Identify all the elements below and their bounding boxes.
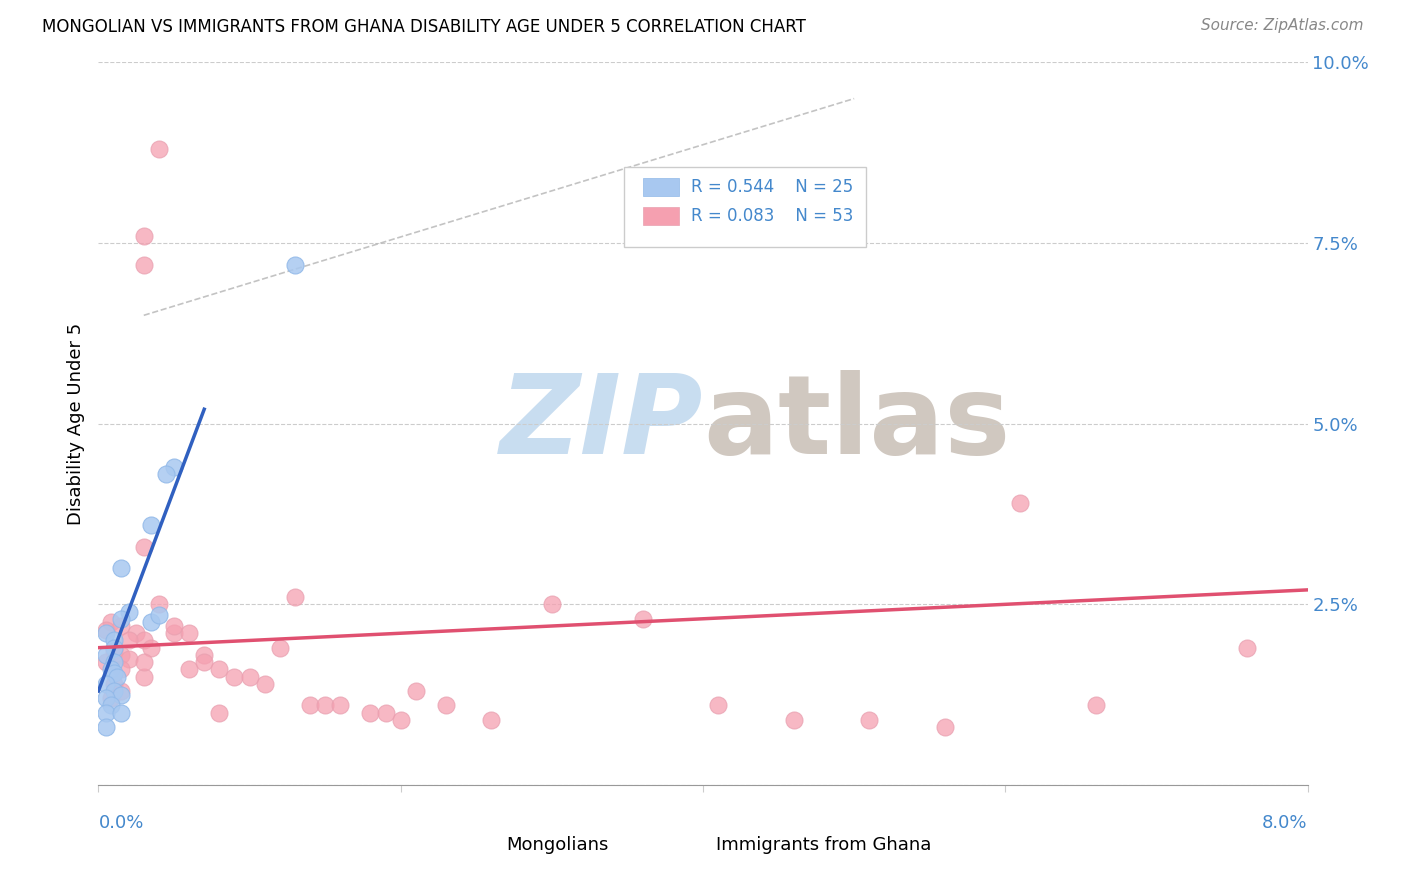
Point	[132, 540, 155, 554]
Point	[103, 677, 125, 691]
Point	[163, 626, 186, 640]
Point	[1085, 698, 1108, 713]
Point	[132, 655, 155, 669]
Point	[179, 626, 201, 640]
Text: ZIP: ZIP	[499, 370, 703, 477]
Point	[103, 640, 125, 655]
Point	[132, 633, 155, 648]
Point	[110, 619, 132, 633]
Point	[94, 655, 117, 669]
Point	[707, 698, 730, 713]
Point	[94, 677, 117, 691]
Text: R = 0.544    N = 25: R = 0.544 N = 25	[690, 178, 853, 195]
Point	[1236, 640, 1258, 655]
Point	[110, 612, 132, 626]
Point	[858, 713, 880, 727]
Point	[118, 605, 141, 619]
Point	[208, 706, 231, 720]
Y-axis label: Disability Age Under 5: Disability Age Under 5	[66, 323, 84, 524]
Point	[100, 691, 122, 706]
Point	[284, 590, 307, 604]
Text: atlas: atlas	[703, 370, 1011, 477]
Point	[94, 706, 117, 720]
Point	[179, 662, 201, 676]
Point	[284, 258, 307, 272]
Point	[193, 648, 215, 662]
Point	[540, 598, 562, 612]
FancyBboxPatch shape	[643, 178, 679, 196]
Point	[148, 608, 170, 623]
Point	[110, 688, 132, 702]
Point	[94, 648, 117, 662]
Point	[389, 713, 412, 727]
Point	[94, 720, 117, 734]
Point	[193, 655, 215, 669]
Point	[1010, 496, 1032, 510]
Point	[208, 662, 231, 676]
Point	[163, 460, 186, 475]
Point	[224, 669, 246, 683]
Point	[118, 633, 141, 648]
Point	[132, 669, 155, 683]
Point	[253, 677, 276, 691]
Point	[141, 640, 163, 655]
Point	[125, 626, 148, 640]
Point	[100, 662, 122, 676]
Point	[110, 706, 132, 720]
Point	[103, 655, 125, 669]
Point	[105, 669, 128, 683]
Point	[163, 619, 186, 633]
Point	[148, 142, 170, 156]
Text: Source: ZipAtlas.com: Source: ZipAtlas.com	[1201, 18, 1364, 33]
Text: 8.0%: 8.0%	[1263, 814, 1308, 832]
Point	[481, 713, 503, 727]
Point	[141, 517, 163, 532]
Point	[94, 623, 117, 637]
Point	[110, 684, 132, 698]
Point	[299, 698, 322, 713]
Point	[110, 561, 132, 575]
FancyBboxPatch shape	[624, 167, 866, 247]
Point	[405, 684, 427, 698]
Point	[94, 626, 117, 640]
Point	[118, 651, 141, 665]
Point	[94, 691, 117, 706]
Point	[329, 698, 352, 713]
Text: 0.0%: 0.0%	[98, 814, 143, 832]
Point	[360, 706, 382, 720]
FancyBboxPatch shape	[479, 841, 509, 857]
Point	[100, 615, 122, 630]
Point	[155, 467, 177, 482]
Point	[100, 698, 122, 713]
Point	[783, 713, 806, 727]
Point	[631, 612, 654, 626]
FancyBboxPatch shape	[697, 841, 727, 857]
Text: Mongolians: Mongolians	[506, 836, 609, 854]
Point	[132, 258, 155, 272]
Point	[434, 698, 457, 713]
Point	[934, 720, 956, 734]
Point	[103, 665, 125, 680]
Point	[103, 684, 125, 698]
FancyBboxPatch shape	[643, 207, 679, 225]
Point	[132, 228, 155, 243]
Text: MONGOLIAN VS IMMIGRANTS FROM GHANA DISABILITY AGE UNDER 5 CORRELATION CHART: MONGOLIAN VS IMMIGRANTS FROM GHANA DISAB…	[42, 18, 806, 36]
Point	[141, 615, 163, 630]
Text: Immigrants from Ghana: Immigrants from Ghana	[716, 836, 932, 854]
Point	[239, 669, 262, 683]
Point	[374, 706, 396, 720]
Point	[103, 633, 125, 648]
Point	[110, 648, 132, 662]
Point	[314, 698, 336, 713]
Point	[103, 644, 125, 658]
Point	[269, 640, 291, 655]
Text: R = 0.083    N = 53: R = 0.083 N = 53	[690, 207, 853, 225]
Point	[148, 598, 170, 612]
Point	[110, 662, 132, 676]
